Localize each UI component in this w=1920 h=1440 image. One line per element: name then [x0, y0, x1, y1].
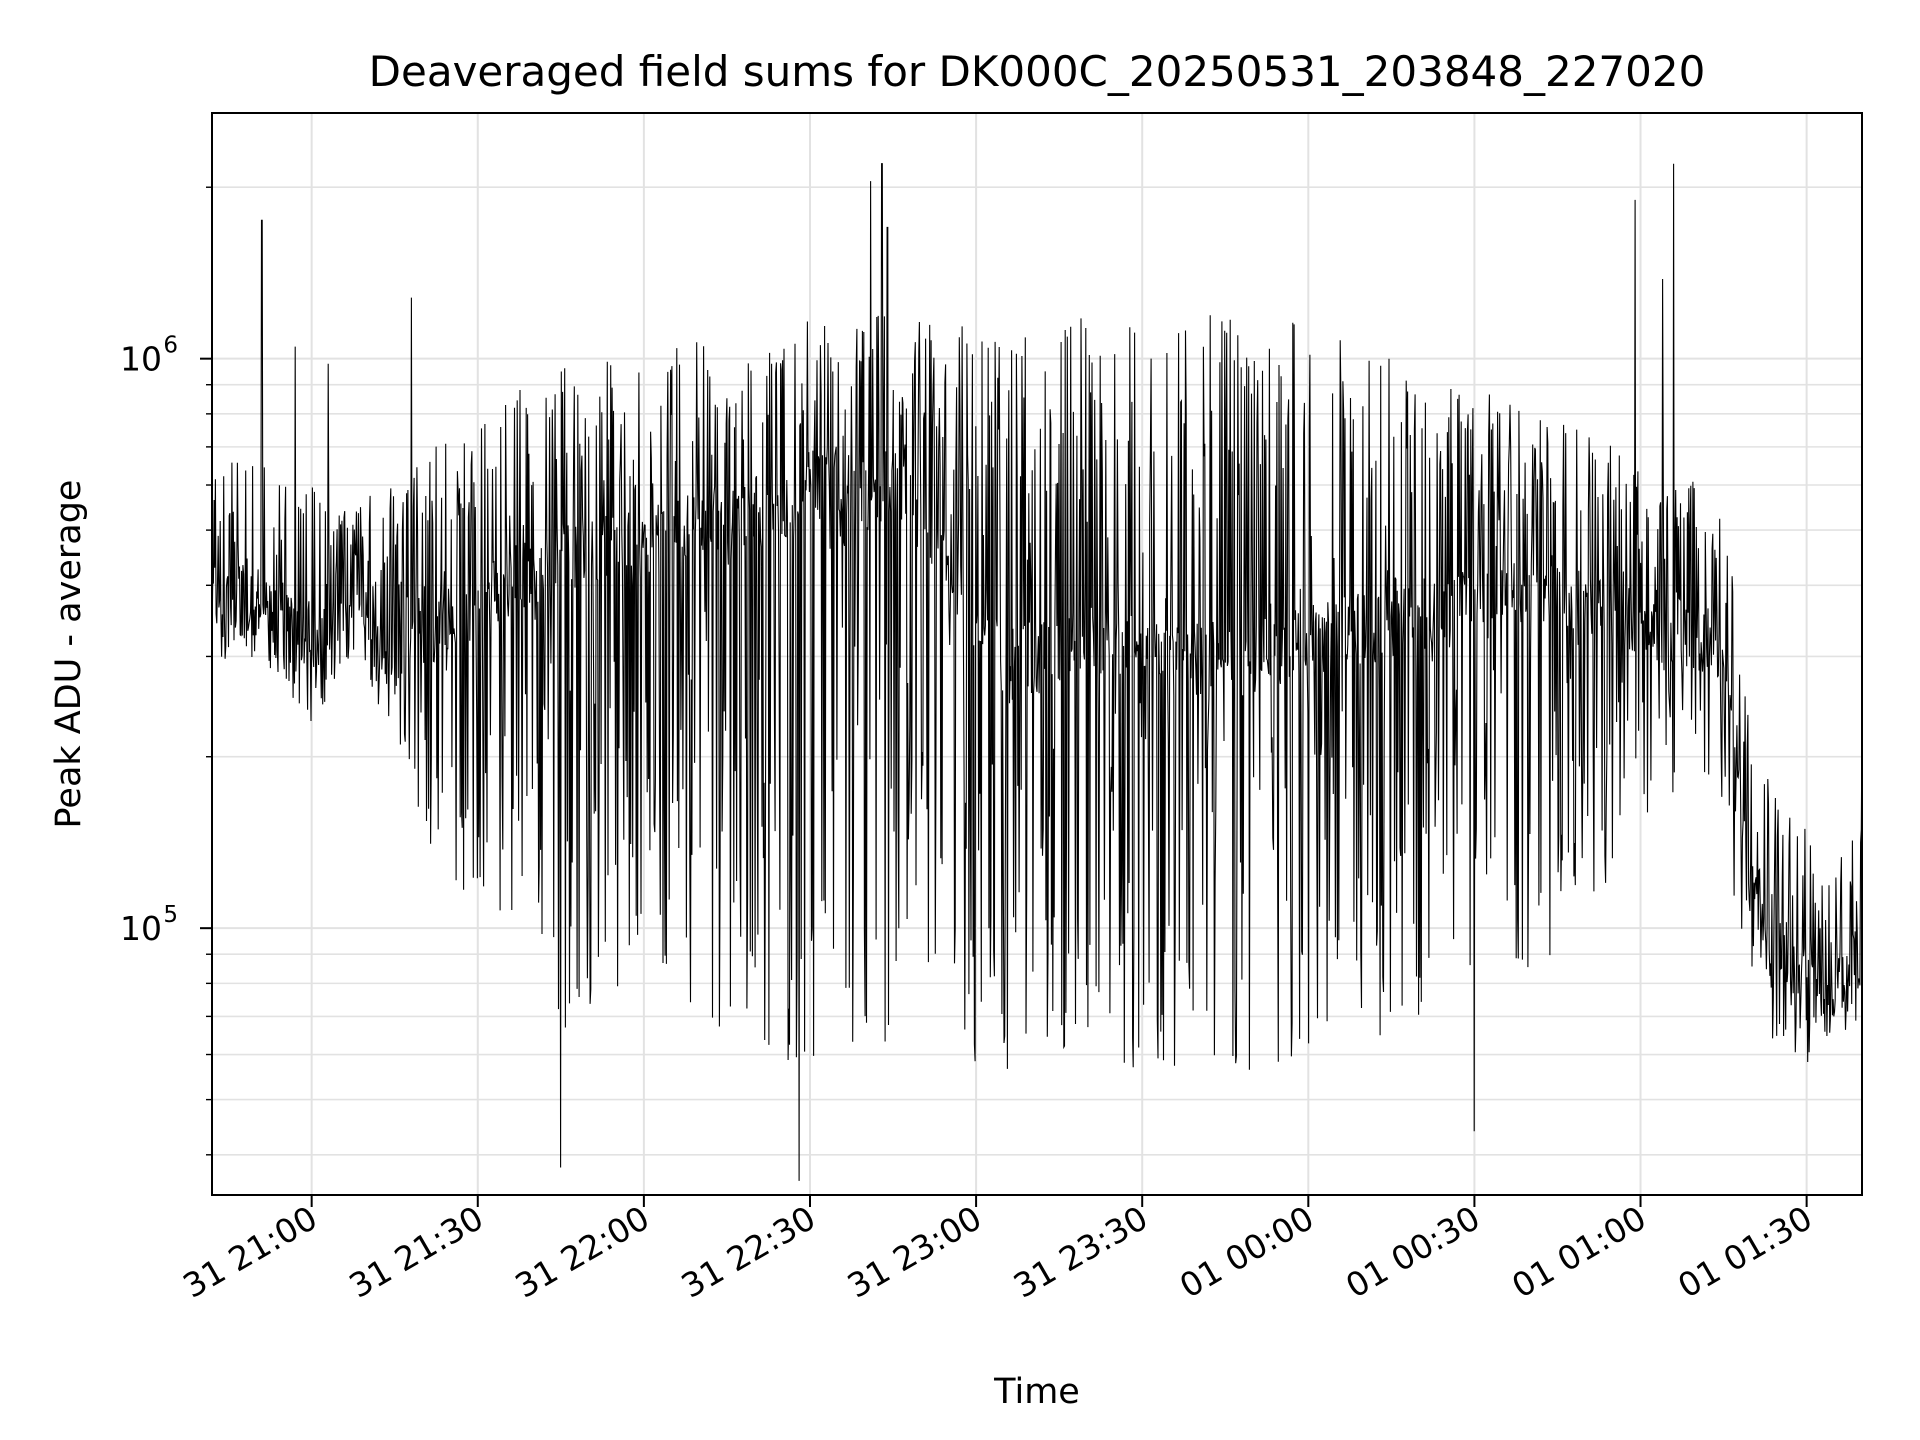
plot-area: [212, 163, 1862, 1181]
y-tick-base: 10: [120, 340, 162, 379]
plot-frame: [211, 112, 1863, 1196]
series-line: [212, 163, 1862, 1181]
y-axis-title: Peak ADU - average: [49, 480, 89, 829]
y-tick-label: 10 5: [120, 902, 178, 948]
y-tick-exponent: 5: [163, 902, 178, 928]
grid: [212, 113, 1862, 1195]
y-tick-base: 10: [120, 909, 162, 948]
y-tick-label: 10 6: [120, 333, 178, 379]
x-axis-title: Time: [993, 1372, 1080, 1412]
y-tick-exponent: 6: [163, 333, 178, 359]
chart-title: Deaveraged field sums for DK000C_2025053…: [369, 47, 1706, 96]
